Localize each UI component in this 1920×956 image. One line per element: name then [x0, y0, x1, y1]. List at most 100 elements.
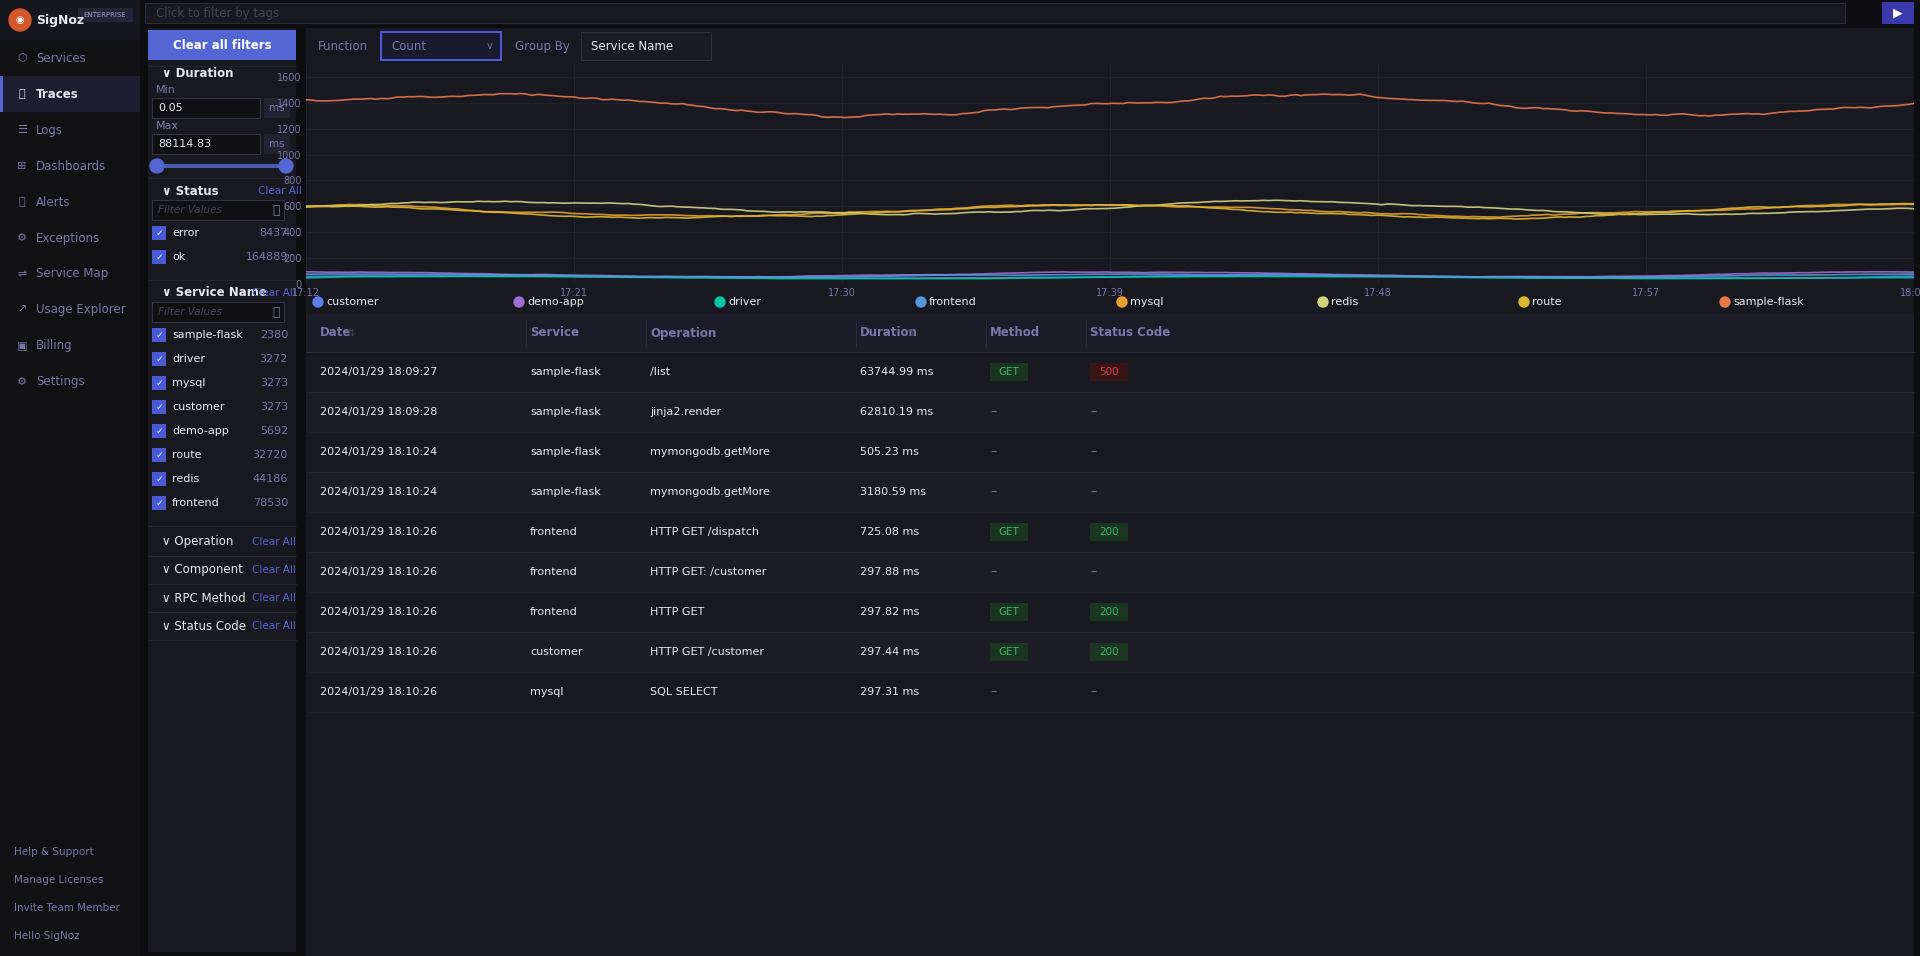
Text: sample-flask: sample-flask: [530, 487, 601, 497]
Text: Method: Method: [991, 327, 1041, 339]
Text: sample-flask: sample-flask: [530, 407, 601, 417]
Text: ⚙: ⚙: [17, 377, 27, 387]
Text: sample-flask: sample-flask: [1734, 297, 1803, 307]
Bar: [305, 552, 1914, 592]
Text: –: –: [991, 445, 996, 459]
Text: ms: ms: [269, 139, 284, 149]
Text: ▶: ▶: [1893, 7, 1903, 19]
Bar: [305, 672, 1914, 712]
Bar: [152, 134, 259, 154]
Text: ∨ Status Code: ∨ Status Code: [161, 619, 246, 633]
Text: customer: customer: [173, 402, 225, 412]
Text: Avg (duration): Avg (duration): [396, 144, 480, 158]
Text: 3273: 3273: [259, 378, 288, 388]
Text: Logs: Logs: [36, 123, 63, 137]
Text: customer: customer: [530, 647, 582, 657]
Circle shape: [10, 9, 31, 31]
Text: Min (duration): Min (duration): [396, 194, 478, 207]
Bar: [0, 0, 140, 40]
Text: 50th percentile (duration): 50th percentile (duration): [396, 220, 547, 232]
Text: Service: Service: [530, 327, 580, 339]
Text: 2024/01/29 18:09:27: 2024/01/29 18:09:27: [321, 367, 438, 377]
Bar: [0, 76, 4, 112]
Text: 2024/01/29 18:09:28: 2024/01/29 18:09:28: [321, 407, 438, 417]
Text: ∨ Component: ∨ Component: [161, 563, 242, 576]
Text: Usage Explorer: Usage Explorer: [36, 303, 125, 316]
Text: 2380: 2380: [259, 330, 288, 340]
Text: ∨ Operation: ∨ Operation: [161, 535, 234, 549]
Text: –: –: [1091, 566, 1096, 578]
Text: ⌕: ⌕: [273, 204, 280, 216]
Text: –: –: [1091, 445, 1096, 459]
Text: driver: driver: [728, 297, 760, 307]
Text: Manage Licenses: Manage Licenses: [13, 875, 104, 885]
Text: Alerts: Alerts: [36, 195, 71, 208]
Text: 200: 200: [1098, 607, 1119, 617]
Text: –: –: [1091, 685, 1096, 699]
Bar: [305, 64, 1914, 324]
Text: 5692: 5692: [259, 426, 288, 436]
Text: 62810.19 ms: 62810.19 ms: [860, 407, 933, 417]
Text: demo-app: demo-app: [173, 426, 228, 436]
Bar: [380, 64, 511, 89]
Text: Clear all filters: Clear all filters: [173, 38, 271, 52]
Text: 164889: 164889: [246, 252, 288, 262]
Text: Count: Count: [396, 70, 430, 82]
Bar: [1091, 643, 1129, 661]
Text: Hello SigNoz: Hello SigNoz: [13, 931, 79, 941]
Text: 3180.59 ms: 3180.59 ms: [860, 487, 925, 497]
Text: error: error: [173, 228, 200, 238]
Text: Settings: Settings: [36, 376, 84, 388]
Text: Service Map: Service Map: [36, 268, 108, 280]
Text: 32720: 32720: [253, 450, 288, 460]
Text: Filter Values: Filter Values: [157, 205, 223, 215]
Text: customer: customer: [326, 297, 378, 307]
Bar: [1882, 2, 1914, 24]
Text: redis: redis: [1331, 297, 1357, 307]
Text: –: –: [1091, 405, 1096, 419]
Bar: [380, 189, 511, 214]
Bar: [305, 512, 1914, 552]
Bar: [152, 376, 165, 390]
Text: HTTP GET /dispatch: HTTP GET /dispatch: [651, 527, 758, 537]
Text: ⊞: ⊞: [17, 161, 27, 171]
Bar: [305, 432, 1914, 472]
Bar: [152, 328, 165, 342]
Text: 2024/01/29 18:10:26: 2024/01/29 18:10:26: [321, 567, 438, 577]
Bar: [1091, 363, 1129, 381]
Text: Clear All: Clear All: [252, 593, 296, 603]
Text: 2024/01/29 18:10:26: 2024/01/29 18:10:26: [321, 527, 438, 537]
Bar: [152, 164, 288, 168]
Bar: [152, 302, 284, 322]
Text: Clear All: Clear All: [257, 186, 301, 196]
Bar: [1091, 523, 1129, 541]
Text: Duration: Duration: [860, 327, 918, 339]
Text: Help & Support: Help & Support: [13, 847, 94, 857]
Text: 500: 500: [1098, 367, 1119, 377]
Text: GET: GET: [998, 527, 1020, 537]
Text: 2024/01/29 18:10:26: 2024/01/29 18:10:26: [321, 607, 438, 617]
Text: ✓: ✓: [156, 426, 163, 436]
Text: 2024/01/29 18:10:24: 2024/01/29 18:10:24: [321, 487, 438, 497]
Text: Exceptions: Exceptions: [36, 231, 100, 245]
Text: v: v: [488, 41, 493, 51]
Text: mymongodb.getMore: mymongodb.getMore: [651, 487, 770, 497]
Text: 88114.83: 88114.83: [157, 139, 211, 149]
Bar: [380, 114, 511, 139]
Text: 0.05: 0.05: [157, 103, 182, 113]
Text: route: route: [173, 450, 202, 460]
Text: Click to filter by tags: Click to filter by tags: [156, 7, 278, 19]
Bar: [380, 64, 511, 264]
Text: redis: redis: [173, 474, 200, 484]
Circle shape: [1117, 297, 1127, 307]
Text: ✓: ✓: [156, 252, 163, 262]
Text: ⇅: ⇅: [904, 328, 916, 338]
Circle shape: [1317, 297, 1329, 307]
Text: ⇅: ⇅: [344, 328, 355, 338]
Bar: [265, 98, 290, 118]
Text: ✓: ✓: [156, 474, 163, 484]
Text: ✓: ✓: [156, 331, 163, 339]
Bar: [991, 603, 1027, 621]
Text: Sum (duration): Sum (duration): [396, 120, 484, 133]
Circle shape: [916, 297, 925, 307]
